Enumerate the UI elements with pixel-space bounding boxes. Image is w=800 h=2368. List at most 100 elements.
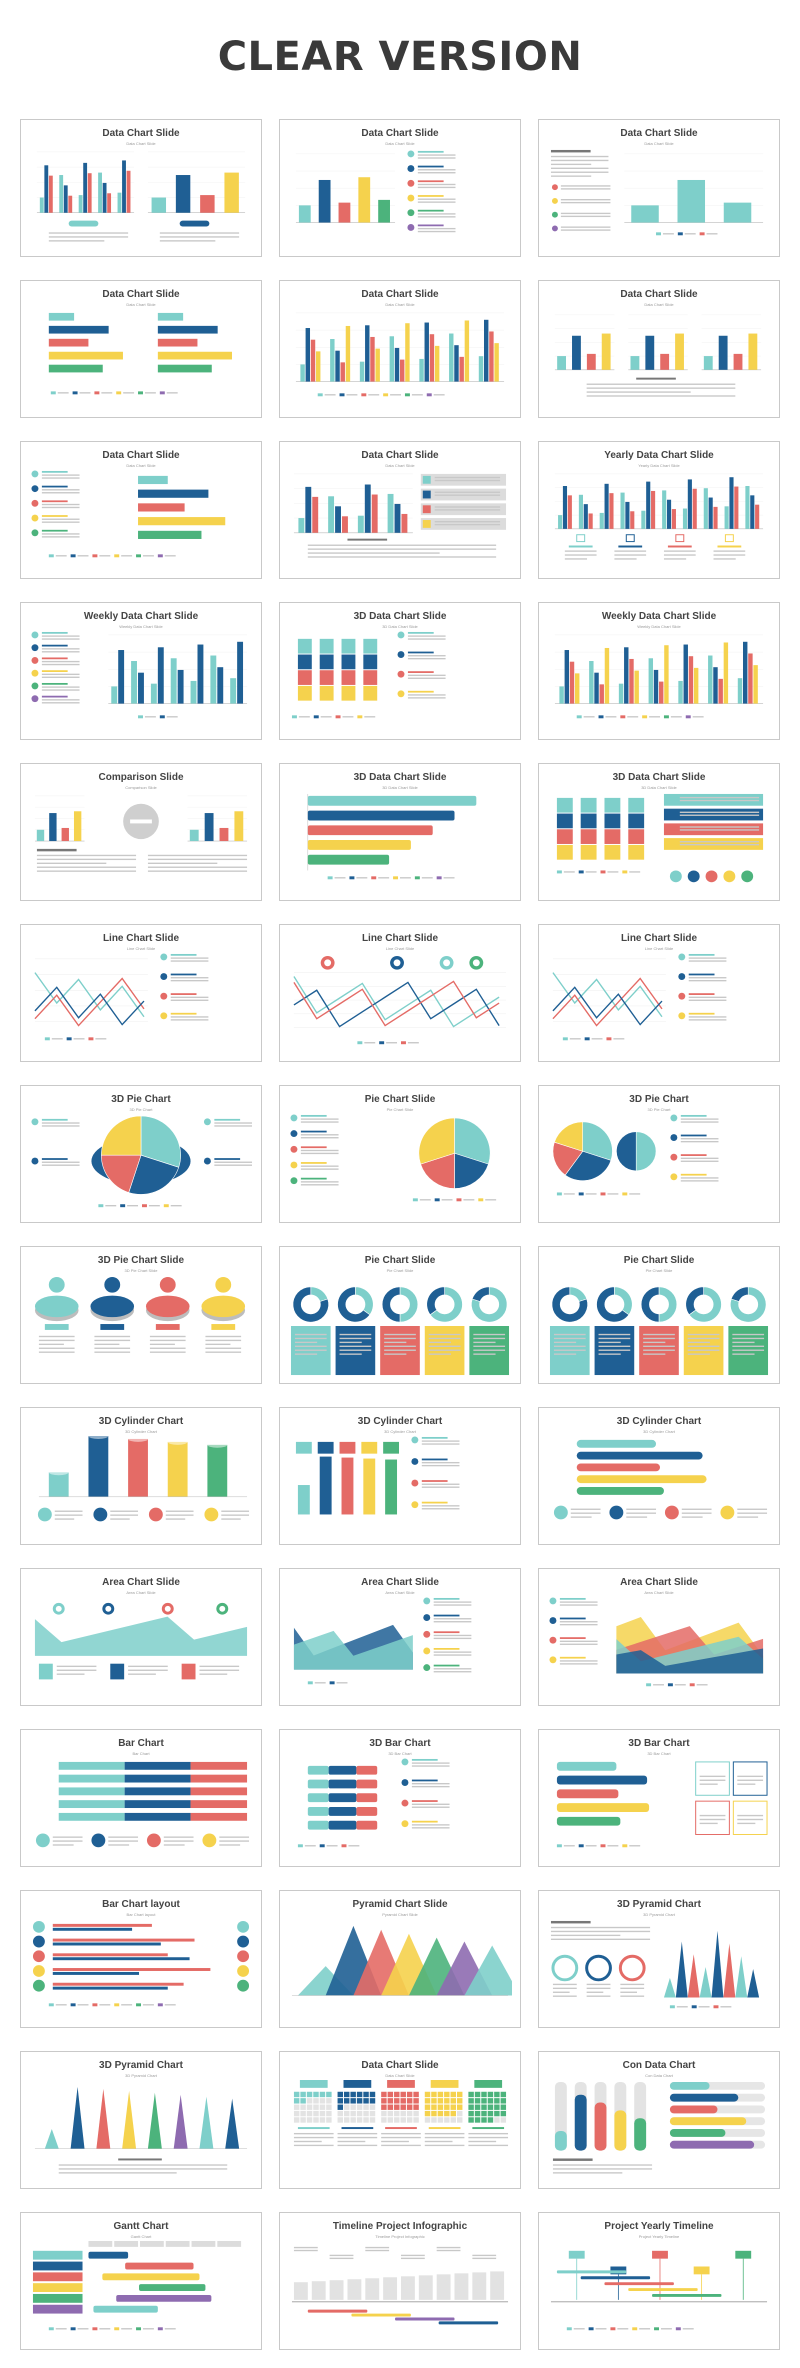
slide-chart-preview	[288, 792, 512, 894]
slide-thumbnail[interactable]: 3D Pyramid Chart 3D Pyramid Chart	[20, 2051, 262, 2189]
slide-thumbnail[interactable]: Project Yearly Timeline Project Yearly Ti…	[538, 2212, 780, 2350]
slide-chart-preview	[29, 792, 253, 894]
slide-thumbnail[interactable]: Bar Chart layout Bar Chart layout	[20, 1890, 262, 2028]
slide-thumbnail[interactable]: Pie Chart Slide Pie Chart Slide	[538, 1246, 780, 1384]
slide-title: 3D Cylinder Chart	[357, 1416, 443, 1427]
chart-preview-graphic	[32, 2241, 242, 2331]
slide-title: 3D Bar Chart	[628, 1738, 690, 1749]
slide-thumbnail[interactable]: Area Chart Slide Area Chart Slide	[538, 1568, 780, 1706]
slide-subtitle: Timeline Project Infographic	[375, 2234, 425, 2239]
slide-subtitle: 3D Cylinder Chart	[643, 1429, 675, 1434]
chart-preview-graphic	[295, 1436, 460, 1515]
slide-thumbnail[interactable]: Data Chart Slide Data Chart Slide	[20, 119, 262, 257]
chart-preview-graphic	[35, 1761, 250, 1848]
slide-thumbnail[interactable]: Bar Chart Bar Chart	[20, 1729, 262, 1867]
slide-thumbnail[interactable]: Data Chart Slide Data Chart Slide	[279, 2051, 521, 2189]
chart-preview-graphic	[293, 473, 507, 558]
slide-thumbnail[interactable]: Timeline Project Infographic Timeline Pro…	[279, 2212, 521, 2350]
page-title: CLEAR VERSION	[217, 34, 583, 80]
slide-thumbnail[interactable]: 3D Data Chart Slide 3D Data Chart Slide	[279, 763, 521, 901]
slide-thumbnail[interactable]: Con Data Chart Con Data Chart	[538, 2051, 780, 2189]
slide-thumbnail[interactable]: Weekly Data Chart Slide Weekly Data Chart…	[538, 602, 780, 740]
slide-thumbnail[interactable]: Area Chart Slide Area Chart Slide	[279, 1568, 521, 1706]
slide-chart-preview	[547, 2241, 771, 2343]
slide-chart-preview	[29, 1275, 253, 1377]
slide-title: 3D Pyramid Chart	[617, 1899, 701, 1910]
slide-chart-preview	[288, 1758, 512, 1860]
slide-subtitle: Pie Chart Slide	[645, 1268, 673, 1273]
slide-subtitle: Area Chart Slide	[126, 1590, 156, 1595]
slide-title: 3D Pyramid Chart	[99, 2060, 183, 2071]
slide-subtitle: Data Chart Slide	[385, 463, 415, 468]
chart-preview-graphic	[552, 2081, 766, 2174]
slide-thumbnail[interactable]: Line Chart Slide Line Chart Slide	[279, 924, 521, 1062]
slide-subtitle: Line Chart Slide	[644, 946, 674, 951]
slide-subtitle: Pie Chart Slide	[386, 1268, 414, 1273]
slide-thumbnail[interactable]: Data Chart Slide Data Chart Slide	[279, 280, 521, 418]
slide-thumbnail[interactable]: Gantt Chart Gantt Chart	[20, 2212, 262, 2350]
slide-title: Line Chart Slide	[361, 933, 439, 944]
slide-chart-preview	[29, 309, 253, 411]
slide-chart-preview	[288, 2080, 512, 2182]
slide-chart-preview	[288, 309, 512, 411]
slide-thumbnail[interactable]: 3D Pyramid Chart 3D Pyramid Chart	[538, 1890, 780, 2028]
slide-chart-preview	[547, 1114, 771, 1216]
slide-thumbnail[interactable]: 3D Cylinder Chart 3D Cylinder Chart	[279, 1407, 521, 1545]
slide-chart-preview	[29, 2080, 253, 2182]
slide-thumbnail[interactable]: Line Chart Slide Line Chart Slide	[20, 924, 262, 1062]
slide-chart-preview	[29, 1597, 253, 1699]
slide-chart-preview	[288, 148, 512, 250]
slide-subtitle: Weekly Data Chart Slide	[119, 624, 163, 629]
slide-thumbnail[interactable]: Data Chart Slide Data Chart Slide	[538, 119, 780, 257]
slide-thumbnail[interactable]: 3D Bar Chart 3D Bar Chart	[279, 1729, 521, 1867]
slide-title: Line Chart Slide	[620, 933, 698, 944]
chart-preview-graphic	[291, 631, 446, 719]
slide-thumbnail[interactable]: 3D Cylinder Chart 3D Cylinder Chart	[20, 1407, 262, 1545]
slide-thumbnail[interactable]: Line Chart Slide Line Chart Slide	[538, 924, 780, 1062]
slide-chart-preview	[547, 470, 771, 572]
slide-thumbnail[interactable]: 3D Pie Chart 3D Pie Chart	[538, 1085, 780, 1223]
slide-title: Area Chart Slide	[620, 1577, 698, 1588]
slide-thumbnail[interactable]: 3D Cylinder Chart 3D Cylinder Chart	[538, 1407, 780, 1545]
slide-subtitle: 3D Pie Chart Slide	[124, 1268, 158, 1273]
slide-chart-preview	[29, 2241, 253, 2343]
slide-thumbnail[interactable]: Pie Chart Slide Pie Chart Slide	[279, 1085, 521, 1223]
slide-chart-preview	[29, 1114, 253, 1216]
slide-thumbnail[interactable]: Data Chart Slide Data Chart Slide	[20, 280, 262, 418]
slide-chart-preview	[29, 631, 253, 733]
slide-subtitle: Line Chart Slide	[385, 946, 415, 951]
slide-thumbnail[interactable]: 3D Pie Chart 3D Pie Chart	[20, 1085, 262, 1223]
slide-thumbnail[interactable]: 3D Data Chart Slide 3D Data Chart Slide	[279, 602, 521, 740]
chart-preview-graphic	[556, 1761, 768, 1848]
slide-chart-preview	[288, 1114, 512, 1216]
chart-preview-graphic	[307, 793, 477, 880]
slide-subtitle: Line Chart Slide	[126, 946, 156, 951]
slide-thumbnail[interactable]: Comparison Slide Comparison Slide	[20, 763, 262, 901]
slide-chart-preview	[547, 148, 771, 250]
slide-thumbnail[interactable]: Yearly Data Chart Slide Yearly Data Chart…	[538, 441, 780, 579]
slide-chart-preview	[288, 953, 512, 1055]
slide-thumbnail[interactable]: Pyramid Chart Slide Pyramid Chart Slide	[279, 1890, 521, 2028]
chart-preview-graphic	[550, 2250, 768, 2331]
slide-title: Data Chart Slide	[102, 128, 180, 139]
slide-subtitle: Data Chart Slide	[644, 302, 674, 307]
slide-thumbnail[interactable]: Data Chart Slide Data Chart Slide	[20, 441, 262, 579]
slide-thumbnail[interactable]: 3D Bar Chart 3D Bar Chart	[538, 1729, 780, 1867]
slide-thumbnail[interactable]: Area Chart Slide Area Chart Slide	[20, 1568, 262, 1706]
chart-preview-graphic	[293, 2080, 509, 2147]
slide-chart-preview	[547, 2080, 771, 2182]
slide-title: Bar Chart layout	[102, 1899, 180, 1910]
slide-thumbnail[interactable]: 3D Pie Chart Slide 3D Pie Chart Slide	[20, 1246, 262, 1384]
slide-title: Data Chart Slide	[361, 2060, 439, 2071]
slide-thumbnail[interactable]: Pie Chart Slide Pie Chart Slide	[279, 1246, 521, 1384]
slide-thumbnail[interactable]: Data Chart Slide Data Chart Slide	[279, 441, 521, 579]
slide-thumbnail[interactable]: Data Chart Slide Data Chart Slide	[538, 280, 780, 418]
slide-chart-preview	[547, 792, 771, 894]
slide-chart-preview	[547, 1436, 771, 1538]
slide-chart-preview	[547, 309, 771, 411]
slide-thumbnail[interactable]: Data Chart Slide Data Chart Slide	[279, 119, 521, 257]
chart-preview-graphic	[554, 634, 764, 719]
slide-thumbnail[interactable]: Weekly Data Chart Slide Weekly Data Chart…	[20, 602, 262, 740]
slide-thumbnail[interactable]: 3D Data Chart Slide 3D Data Chart Slide	[538, 763, 780, 901]
slide-subtitle: Project Yearly Timeline	[638, 2234, 680, 2239]
